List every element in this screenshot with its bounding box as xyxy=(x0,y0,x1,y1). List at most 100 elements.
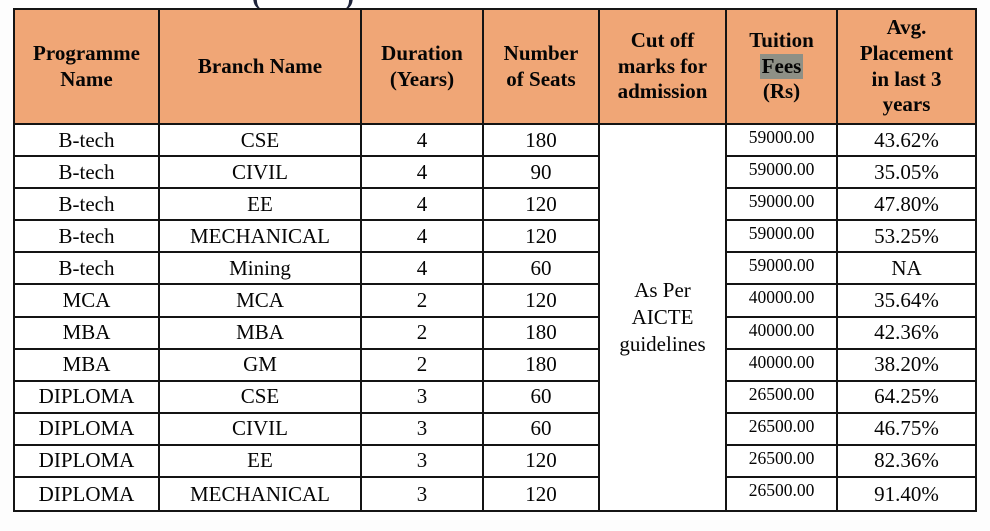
cell-seats: 120 xyxy=(484,445,600,479)
column-header-programme: Programme Name xyxy=(15,10,160,125)
column-header-placement: Avg. Placement in last 3 years xyxy=(838,10,975,125)
cell-duration: 3 xyxy=(362,413,484,446)
cell-seats: 60 xyxy=(484,253,600,286)
cell-placement: 47.80% xyxy=(838,189,975,222)
header-label-line: admission xyxy=(617,79,708,104)
cell-placement: 64.25% xyxy=(838,381,975,414)
cell-placement: NA xyxy=(838,253,975,286)
header-label-line: Cut off xyxy=(630,28,695,53)
cell-branch: CIVIL xyxy=(160,413,362,446)
cropped-title-fragment: ( ) xyxy=(252,0,354,9)
header-label-line: (Years) xyxy=(389,66,455,91)
cell-duration: 4 xyxy=(362,221,484,254)
header-label-line: Number xyxy=(503,40,579,65)
cell-fees: 40000.00 xyxy=(727,317,838,350)
cell-seats: 120 xyxy=(484,478,600,511)
cell-programme: B-tech xyxy=(15,125,160,158)
cell-placement: 38.20% xyxy=(838,349,975,382)
cell-programme: MBA xyxy=(15,317,160,350)
title-paren-left: ( xyxy=(252,0,261,9)
cell-duration: 3 xyxy=(362,381,484,414)
column-header-cutoff: Cut off marks for admission xyxy=(600,10,727,125)
cell-branch: EE xyxy=(160,445,362,479)
cell-seats: 180 xyxy=(484,125,600,158)
cutoff-merged-cell: As Per AICTE guidelines xyxy=(600,125,727,511)
cell-fees: 40000.00 xyxy=(727,285,838,318)
header-label-line: Avg. xyxy=(886,15,927,40)
cell-placement: 42.36% xyxy=(838,317,975,350)
cell-duration: 2 xyxy=(362,285,484,318)
highlighted-word: Fees xyxy=(759,53,804,80)
column-header-duration: Duration (Years) xyxy=(362,10,484,125)
header-label-line: Programme xyxy=(33,40,140,65)
cell-fees: 59000.00 xyxy=(727,125,838,158)
cell-seats: 180 xyxy=(484,349,600,382)
cell-seats: 120 xyxy=(484,221,600,254)
cell-fees: 26500.00 xyxy=(727,478,838,511)
header-label-line: Branch Name xyxy=(197,53,323,78)
cell-programme: DIPLOMA xyxy=(15,381,160,414)
cell-placement: 35.64% xyxy=(838,285,975,318)
cell-programme: B-tech xyxy=(15,253,160,286)
title-paren-right: ) xyxy=(345,0,354,9)
header-label-line: in last 3 xyxy=(871,66,942,91)
header-label-line: years xyxy=(882,92,931,117)
cell-placement: 46.75% xyxy=(838,413,975,446)
cell-fees: 26500.00 xyxy=(727,413,838,446)
header-label-line: of Seats xyxy=(506,66,576,91)
header-label-line: Tuition xyxy=(749,28,814,53)
cell-programme: DIPLOMA xyxy=(15,413,160,446)
cell-branch: MECHANICAL xyxy=(160,478,362,511)
cell-programme: B-tech xyxy=(15,221,160,254)
cell-programme: B-tech xyxy=(15,157,160,190)
cell-branch: CIVIL xyxy=(160,157,362,190)
cell-duration: 2 xyxy=(362,349,484,382)
cell-branch: GM xyxy=(160,349,362,382)
cell-fees: 26500.00 xyxy=(727,445,838,479)
cell-duration: 4 xyxy=(362,189,484,222)
cell-duration: 3 xyxy=(362,478,484,511)
cell-placement: 35.05% xyxy=(838,157,975,190)
cell-branch: MECHANICAL xyxy=(160,221,362,254)
cell-placement: 43.62% xyxy=(838,125,975,158)
cell-duration: 3 xyxy=(362,445,484,479)
cell-duration: 4 xyxy=(362,157,484,190)
cell-programme: DIPLOMA xyxy=(15,478,160,511)
cell-placement: 53.25% xyxy=(838,221,975,254)
column-header-branch: Branch Name xyxy=(160,10,362,125)
column-header-fees: Tuition Fees (Rs) xyxy=(727,10,838,125)
cell-fees: 59000.00 xyxy=(727,221,838,254)
header-label-line: (Rs) xyxy=(762,79,801,104)
cell-programme: B-tech xyxy=(15,189,160,222)
header-label-line: Name xyxy=(60,66,113,91)
cell-fees: 59000.00 xyxy=(727,157,838,190)
cropped-title-strip: ( ) xyxy=(0,0,990,9)
cell-fees: 59000.00 xyxy=(727,253,838,286)
cell-branch: EE xyxy=(160,189,362,222)
cell-duration: 4 xyxy=(362,253,484,286)
cell-fees: 26500.00 xyxy=(727,381,838,414)
cell-branch: MBA xyxy=(160,317,362,350)
cell-seats: 120 xyxy=(484,285,600,318)
cell-placement: 91.40% xyxy=(838,478,975,511)
header-label-line: Duration xyxy=(381,40,463,65)
header-label-line: Placement xyxy=(859,40,954,65)
cell-seats: 60 xyxy=(484,413,600,446)
cell-duration: 4 xyxy=(362,125,484,158)
cell-branch: CSE xyxy=(160,381,362,414)
cell-programme: MBA xyxy=(15,349,160,382)
cell-branch: MCA xyxy=(160,285,362,318)
cell-placement: 82.36% xyxy=(838,445,975,479)
cell-fees: 40000.00 xyxy=(727,349,838,382)
programmes-table: As Per AICTE guidelines Programme Name Bra… xyxy=(13,8,977,513)
cell-seats: 120 xyxy=(484,189,600,222)
cell-branch: CSE xyxy=(160,125,362,158)
header-label-line: marks for xyxy=(617,53,708,78)
cell-programme: DIPLOMA xyxy=(15,445,160,479)
cell-seats: 90 xyxy=(484,157,600,190)
column-header-seats: Number of Seats xyxy=(484,10,600,125)
cell-seats: 180 xyxy=(484,317,600,350)
cell-duration: 2 xyxy=(362,317,484,350)
cell-fees: 59000.00 xyxy=(727,189,838,222)
